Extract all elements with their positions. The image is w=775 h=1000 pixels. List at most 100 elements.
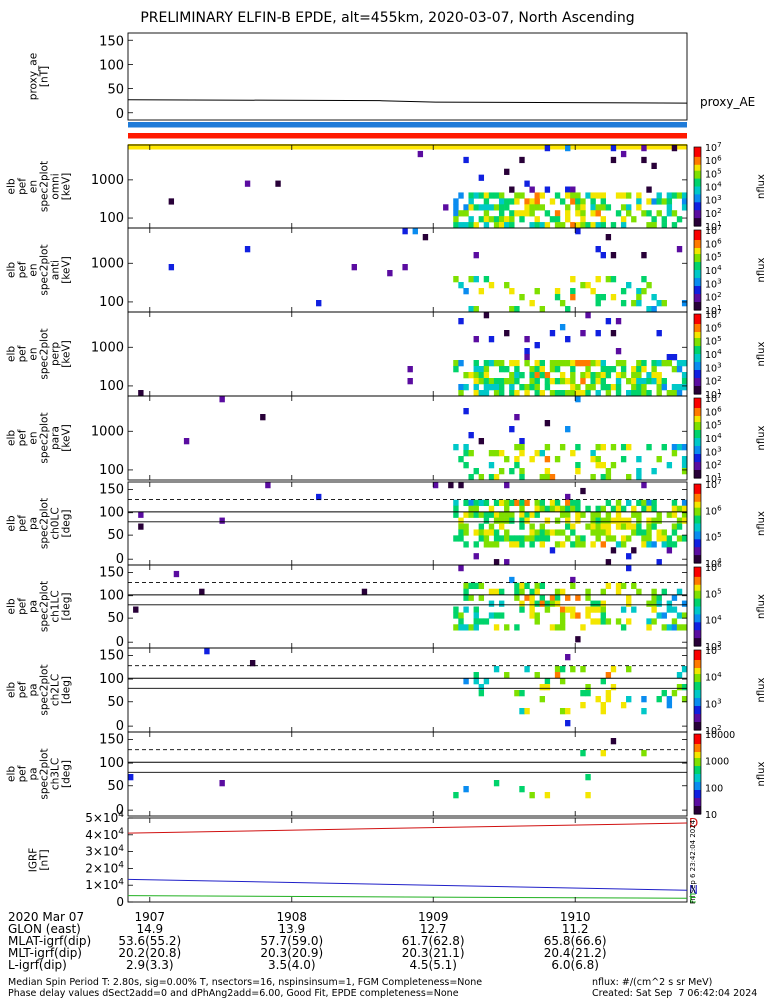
igrf-ytick-label: 5×104 (85, 810, 124, 825)
heatmap-en_perp-cell (631, 378, 637, 385)
heatmap-en_anti-cell (463, 288, 469, 295)
heatmap-en_para-cell (493, 474, 500, 481)
heatmap-pa_ch2-colorbar-seg (694, 700, 701, 703)
heatmap-pa_ch0-cell (504, 505, 510, 512)
heatmap-pa_ch0-cell (646, 541, 652, 548)
heatmap-pa_ch0-cell (524, 511, 530, 518)
heatmap-pa_ch1-cell (463, 624, 469, 631)
heatmap-pa_ch0-colorbar-seg (694, 484, 701, 487)
heatmap-pa_ch1-cell (676, 624, 683, 631)
heatmap-en_omni-cell (498, 210, 505, 217)
heatmap-pa_ch0-colorbar-seg (694, 521, 701, 525)
heatmap-en_omni-cell (524, 180, 530, 187)
heatmap-en_perp-colorbar-seg (694, 362, 701, 365)
heatmap-en_perp-cell (554, 378, 561, 385)
heatmap-en_omni-cell (493, 192, 500, 199)
status-bar-1 (128, 127, 687, 133)
heatmap-en_omni-colorbar-seg (694, 214, 701, 217)
figure-title: PRELIMINARY ELFIN-B EPDE, alt=455km, 202… (140, 10, 635, 26)
heatmap-en_perp-cell (681, 378, 688, 385)
heatmap-pa_ch0-cell (458, 529, 464, 536)
heatmap-pa_ch2-colorbar-label: nflux (756, 677, 767, 702)
heatmap-en_omni-cell (590, 204, 596, 211)
heatmap-pa_ch2-colorbar-tick: 105 (705, 643, 722, 657)
heatmap-pa_ch0-cell (504, 535, 510, 542)
heatmap-en_omni-cell (539, 192, 546, 199)
heatmap-pa_ch1-cell (509, 576, 515, 584)
heatmap-pa_ch1-cell (524, 582, 530, 590)
heatmap-en_anti-colorbar-seg (694, 294, 701, 297)
heatmap-pa_ch3-cell (585, 774, 591, 781)
heatmap-pa_ch2-colorbar-tick: 103 (705, 697, 722, 711)
heatmap-pa_ch2-colorbar-seg (694, 716, 701, 719)
heatmap-en_para-cell (514, 456, 520, 463)
heatmap-pa_ch1-colorbar-seg (694, 598, 701, 602)
heatmap-pa_ch1-cell (559, 624, 566, 631)
heatmap-en_omni-cell (498, 192, 505, 199)
heatmap-en_anti-ylabel-0: elb (6, 262, 18, 278)
xaxis-value-r0-c0: 1907 (135, 910, 166, 924)
heatmap-pa_ch2-colorbar-seg (694, 660, 701, 663)
heatmap-en_para-colorbar-frame (693, 397, 702, 479)
heatmap-pa_ch0-cell (575, 535, 581, 542)
heatmap-en_para-cell (488, 450, 495, 457)
heatmap-pa_ch2-cell (626, 696, 632, 703)
heatmap-en_omni-ytick-label: 100 (99, 211, 124, 226)
heatmap-pa_ch2-cell (473, 678, 479, 685)
heatmap-en_omni-colorbar-seg (694, 152, 701, 156)
heatmap-en_anti-cell (600, 294, 606, 301)
heatmap-pa_ch3-colorbar-tick: 100 (705, 783, 723, 794)
heatmap-pa_ch1-cell (559, 612, 566, 619)
heatmap-en_anti-ylabel-3: spec2plot (39, 244, 51, 295)
heatmap-pa_ch0-cell (463, 499, 469, 507)
heatmap-pa_ch0-ytick-label: 100 (99, 506, 124, 521)
heatmap-pa_ch1-cell (565, 594, 571, 601)
heatmap-en_omni-cell (651, 198, 657, 205)
status-bar-4 (128, 144, 687, 150)
heatmap-pa_ch0-cell (453, 499, 459, 507)
heatmap-en_para-cell (498, 450, 505, 457)
heatmap-en_para-colorbar-tick: 106 (705, 405, 722, 419)
heatmap-pa_ch3-colorbar-tick: 10000 (705, 730, 735, 741)
heatmap-pa_ch0-cell (544, 529, 551, 536)
heatmap-en_para-cell (219, 396, 225, 403)
heatmap-en_para-cell (666, 462, 673, 469)
heatmap-en_para-colorbar-seg (694, 436, 701, 439)
heatmap-en_anti-colorbar-tick: 103 (705, 277, 722, 291)
heatmap-en_omni-cell (646, 222, 652, 229)
heatmap-pa_ch2-colorbar-seg (694, 668, 701, 671)
heatmap-pa_ch2-cell (493, 666, 500, 673)
heatmap-en_anti-ytick-label: 100 (99, 295, 124, 310)
heatmap-en_perp-colorbar-seg (694, 322, 701, 325)
heatmap-en_anti-colorbar-label: nflux (756, 257, 767, 282)
heatmap-en_anti-cell (539, 306, 546, 313)
heatmap-pa_ch0-cell (554, 505, 561, 512)
heatmap-pa_ch2-cell (504, 672, 510, 679)
heatmap-en_omni-cell (478, 204, 485, 211)
heatmap-pa_ch0-cell (661, 541, 667, 548)
heatmap-pa_ch0-cell (458, 482, 464, 489)
heatmap-en_perp-colorbar-seg (694, 388, 701, 391)
heatmap-pa_ch1-cell (676, 588, 683, 595)
heatmap-pa_ch0-cell (458, 517, 464, 524)
heatmap-pa_ch2-cell (249, 660, 256, 667)
heatmap-pa_ch1-cell (544, 600, 551, 607)
heatmap-en_perp-cell (519, 384, 525, 391)
heatmap-pa_ch3-colorbar-tick: 10 (705, 810, 717, 821)
heatmap-en_omni-cell (504, 222, 510, 229)
heatmap-pa_ch2-colorbar-seg (694, 712, 701, 715)
heatmap-en_para-colorbar-seg (694, 426, 701, 429)
heatmap-pa_ch1-colorbar-seg (694, 574, 701, 578)
heatmap-pa_ch1-cell (519, 588, 525, 595)
heatmap-en_perp-cell (509, 372, 515, 379)
heatmap-pa_ch0-colorbar-seg (694, 531, 701, 534)
heatmap-en_perp-cell (615, 360, 622, 367)
heatmap-pa_ch0-ytick-label: 50 (107, 528, 124, 543)
heatmap-pa_ch0-cell (661, 535, 667, 542)
heatmap-pa_ch1-colorbar-seg (694, 618, 701, 621)
heatmap-pa_ch1-colorbar-seg (694, 580, 701, 584)
heatmap-en_para-colorbar-seg (694, 450, 701, 453)
heatmap-pa_ch1-cell (646, 618, 652, 625)
heatmap-en_para-colorbar-seg (694, 410, 701, 413)
heatmap-pa_ch0-colorbar-seg (694, 515, 701, 519)
